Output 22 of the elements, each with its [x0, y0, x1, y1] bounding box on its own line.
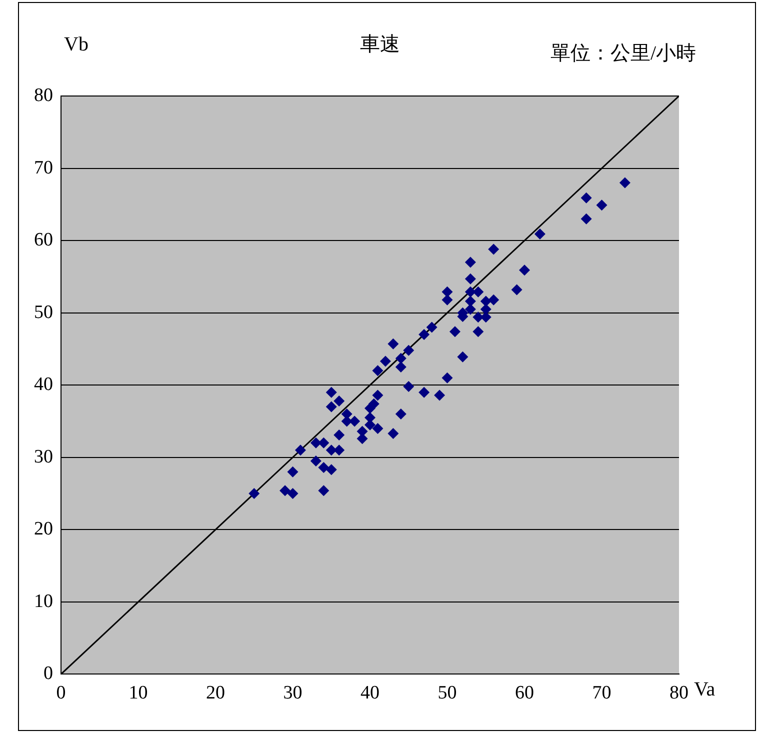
y-tick-label: 0: [44, 663, 53, 684]
y-axis-title: Vb: [64, 33, 88, 56]
x-tick-label: 10: [128, 682, 148, 704]
x-tick-label: 40: [360, 682, 380, 704]
y-tick-label: 60: [34, 230, 53, 251]
y-tick-label: 10: [34, 590, 53, 612]
x-tick-label: 20: [206, 682, 225, 704]
x-tick-label: 50: [438, 682, 457, 704]
x-tick-label: 60: [515, 682, 534, 704]
chart-title: 車速: [360, 33, 400, 56]
text: 單位：公里/小時: [550, 42, 696, 64]
y-tick-label: 70: [34, 157, 53, 178]
x-tick-label: 30: [283, 682, 302, 704]
x-axis-title: Va: [694, 678, 716, 700]
x-tick-label: 0: [56, 682, 66, 704]
y-tick-label: 80: [34, 84, 53, 106]
x-tick-label: 70: [592, 682, 612, 704]
y-tick-label: 40: [34, 374, 53, 396]
y-tick-label: 30: [34, 446, 53, 468]
y-tick-label: 20: [34, 518, 53, 540]
y-tick-label: 50: [34, 302, 53, 323]
x-tick-label: 80: [670, 682, 688, 704]
